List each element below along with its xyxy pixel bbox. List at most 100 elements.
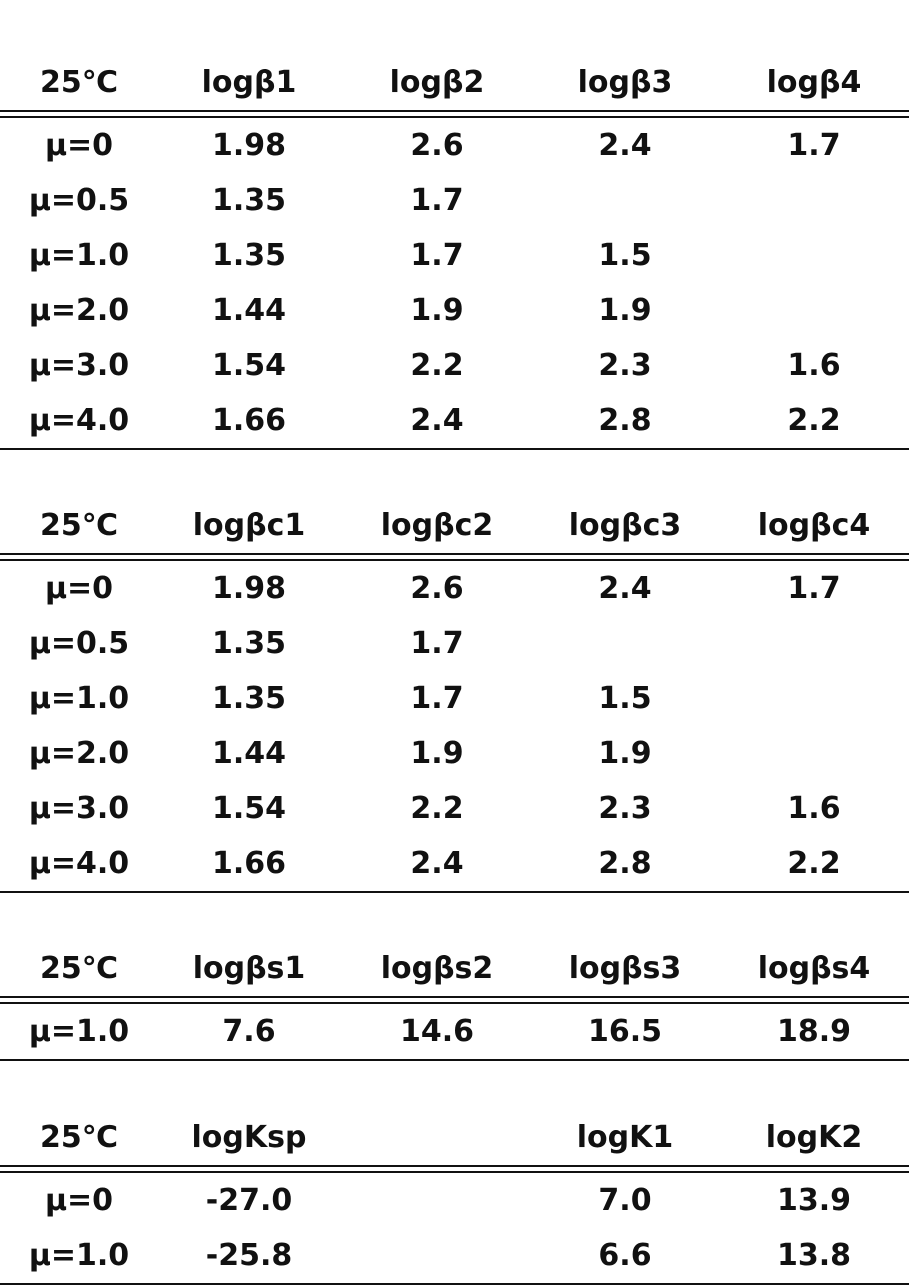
header-cell: logβc1 [192,508,306,543]
table-cell: 1.9 [410,293,464,328]
row-label: μ=2.0 [28,736,130,771]
header-cell: logβs4 [757,951,871,986]
row-label: μ=4.0 [28,846,130,881]
table-row: μ=1.0 1.35 1.7 1.5 [0,671,909,726]
table-cell: 2.2 [787,846,841,881]
table-cell: 2.4 [410,846,464,881]
header-double-rule [0,553,909,561]
table-row: μ=1.0 -25.8 6.6 13.8 [0,1228,909,1283]
header-cell [343,1110,531,1165]
header-double-rule [0,996,909,1004]
row-label: μ=0 [44,1183,114,1218]
table-cell: 1.66 [211,403,287,438]
table-cell: 18.9 [776,1014,852,1049]
table-3: 25℃ logβs1 logβs2 logβs3 logβs4 μ=1.0 7.… [0,941,909,1061]
table-cell: 2.8 [598,846,652,881]
row-label: μ=1.0 [28,238,130,273]
table-cell: -27.0 [205,1183,293,1218]
bottom-rule [0,1059,909,1061]
header-double-rule [0,110,909,118]
header-cell: logβs3 [568,951,682,986]
table-row: μ=3.0 1.54 2.2 2.3 1.6 [0,338,909,393]
row-label: μ=0.5 [28,626,130,661]
table-cell: 1.44 [211,736,287,771]
header-cell: logβc2 [380,508,494,543]
table-cell: 7.6 [222,1014,276,1049]
table-cell: 13.8 [776,1238,852,1273]
table-cell: 1.35 [211,626,287,661]
header-cell: logβs1 [192,951,306,986]
table-header-row: 25℃ logKsp logK1 logK2 [0,1110,909,1165]
header-cell: logβs2 [380,951,494,986]
row-label: μ=0 [44,128,114,163]
table-row: μ=0.5 1.35 1.7 [0,173,909,228]
table-cell: 1.35 [211,681,287,716]
table-cell: 1.35 [211,238,287,273]
table-row: μ=2.0 1.44 1.9 1.9 [0,283,909,338]
table-cell: 1.6 [787,791,841,826]
table-cell [719,173,909,228]
table-row: μ=4.0 1.66 2.4 2.8 2.2 [0,836,909,891]
table-row: μ=3.0 1.54 2.2 2.3 1.6 [0,781,909,836]
row-label: μ=3.0 [28,791,130,826]
row-label: μ=1.0 [28,681,130,716]
table-row: μ=2.0 1.44 1.9 1.9 [0,726,909,781]
table-cell: 2.2 [410,791,464,826]
table-cell [343,1228,531,1283]
table-cell: 1.7 [787,571,841,606]
table-header-row: 25℃ logβs1 logβs2 logβs3 logβs4 [0,941,909,996]
table-cell: 1.6 [787,348,841,383]
table-4: 25℃ logKsp logK1 logK2 μ=0 -27.0 7.0 13.… [0,1110,909,1285]
header-cell: 25℃ [39,951,119,986]
table-cell: 1.98 [211,128,287,163]
table-cell: 2.3 [598,348,652,383]
table-cell: 6.6 [598,1238,652,1273]
table-cell: 2.6 [410,128,464,163]
table-header-row: 25℃ logβc1 logβc2 logβc3 logβc4 [0,498,909,553]
table-cell: 1.35 [211,183,287,218]
header-cell: 25℃ [39,65,119,100]
table-row: μ=0 1.98 2.6 2.4 1.7 [0,561,909,616]
table-header-row: 25℃ logβ1 logβ2 logβ3 logβ4 [0,55,909,110]
header-cell: logK1 [576,1120,674,1155]
header-cell: logβc4 [757,508,871,543]
table-cell [719,726,909,781]
table-cell [719,671,909,726]
table-2: 25℃ logβc1 logβc2 logβc3 logβc4 μ=0 1.98… [0,498,909,893]
table-cell: 1.7 [410,626,464,661]
header-cell: logKsp [191,1120,307,1155]
header-cell: 25℃ [39,1120,119,1155]
table-row: μ=0 -27.0 7.0 13.9 [0,1173,909,1228]
table-cell: 2.8 [598,403,652,438]
table-cell: 1.5 [598,238,652,273]
row-label: μ=0 [44,571,114,606]
table-cell: 1.54 [211,791,287,826]
table-cell: 1.98 [211,571,287,606]
table-cell [343,1173,531,1228]
table-cell: 16.5 [587,1014,663,1049]
table-cell: 13.9 [776,1183,852,1218]
table-cell: 2.2 [410,348,464,383]
row-label: μ=4.0 [28,403,130,438]
row-label: μ=0.5 [28,183,130,218]
row-label: μ=2.0 [28,293,130,328]
table-cell: 1.7 [410,183,464,218]
table-cell: 1.7 [410,238,464,273]
table-cell [719,283,909,338]
table-row: μ=0 1.98 2.6 2.4 1.7 [0,118,909,173]
table-cell: 2.4 [598,128,652,163]
header-cell: logβ1 [201,65,297,100]
header-double-rule [0,1165,909,1173]
header-cell: logβ2 [389,65,485,100]
table-row: μ=0.5 1.35 1.7 [0,616,909,671]
bottom-rule [0,448,909,450]
table-cell [719,616,909,671]
table-cell: 1.7 [787,128,841,163]
table-cell: 1.44 [211,293,287,328]
bottom-rule [0,891,909,893]
table-cell: 2.2 [787,403,841,438]
table-cell [531,173,719,228]
row-label: μ=1.0 [28,1014,130,1049]
header-cell: logK2 [765,1120,863,1155]
table-cell: -25.8 [205,1238,293,1273]
